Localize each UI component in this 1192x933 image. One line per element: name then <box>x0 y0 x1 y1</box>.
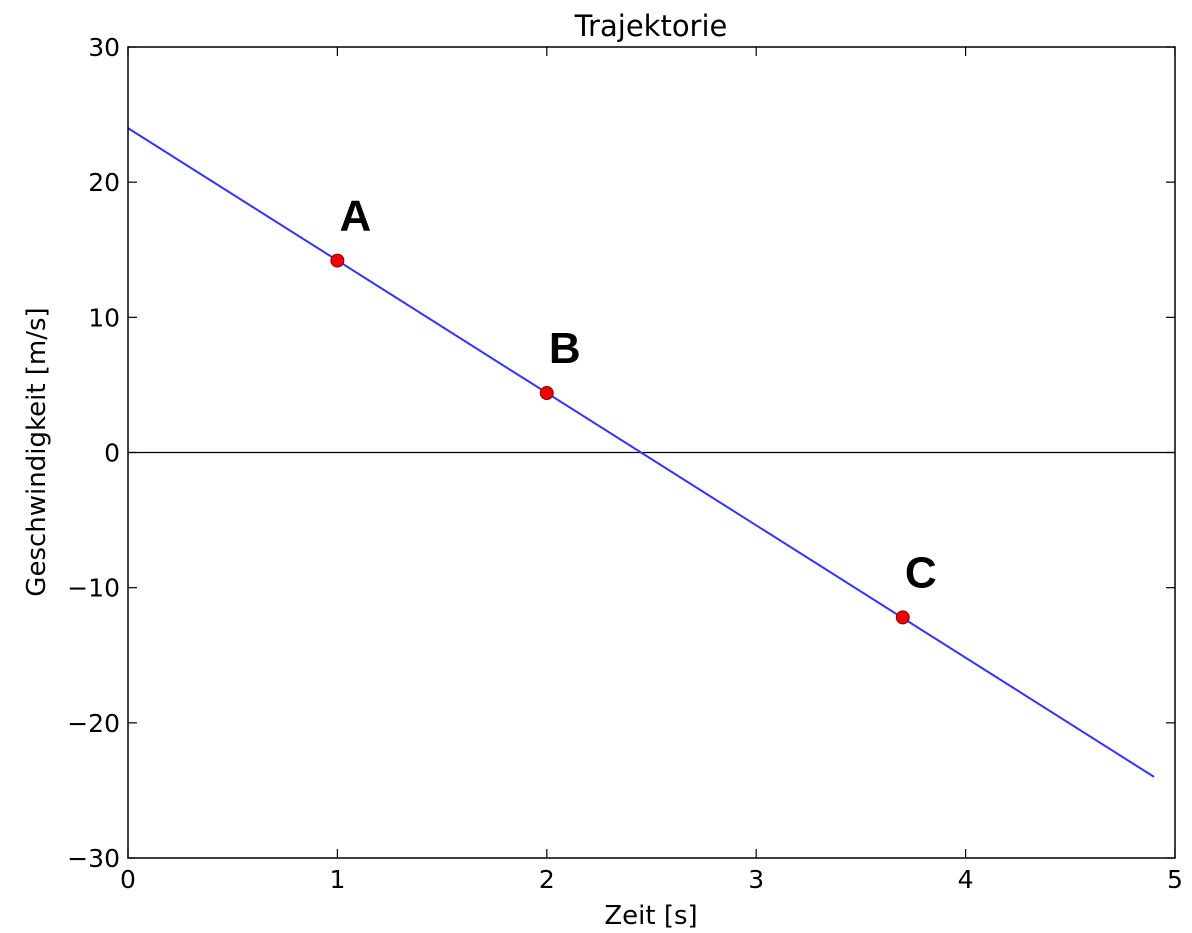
series-line-0 <box>127 127 1155 778</box>
y-axis-title: Geschwindigkeit [m/s] <box>22 307 52 596</box>
x-axis: 0 1 2 3 4 5 <box>120 47 1183 894</box>
point-label-c: C <box>905 548 937 597</box>
x-tick-label: 2 <box>539 865 555 894</box>
point-label-a: A <box>340 192 372 241</box>
y-tick-label: 30 <box>88 33 120 62</box>
point-b <box>539 386 554 401</box>
y-tick-label: 0 <box>104 439 120 468</box>
point-a <box>330 253 345 268</box>
y-tick-label: 20 <box>88 168 120 197</box>
x-tick-label: 3 <box>748 865 764 894</box>
x-tick-label: 5 <box>1167 865 1183 894</box>
point-c <box>895 610 910 625</box>
y-tick-label: 10 <box>88 303 120 332</box>
x-tick-label: 0 <box>120 865 136 894</box>
chart-title: Trajektorie <box>574 9 728 43</box>
y-tick-label: −30 <box>67 844 120 873</box>
point-label-b: B <box>549 324 581 373</box>
y-tick-label: −20 <box>67 709 120 738</box>
y-tick-label: −10 <box>67 574 120 603</box>
x-axis-title: Zeit [s] <box>604 901 697 931</box>
x-tick-label: 4 <box>958 865 974 894</box>
plot-area: A B C <box>127 127 1175 778</box>
y-axis: −30 −20 −10 0 10 20 30 <box>67 33 1175 873</box>
x-tick-label: 1 <box>329 865 345 894</box>
